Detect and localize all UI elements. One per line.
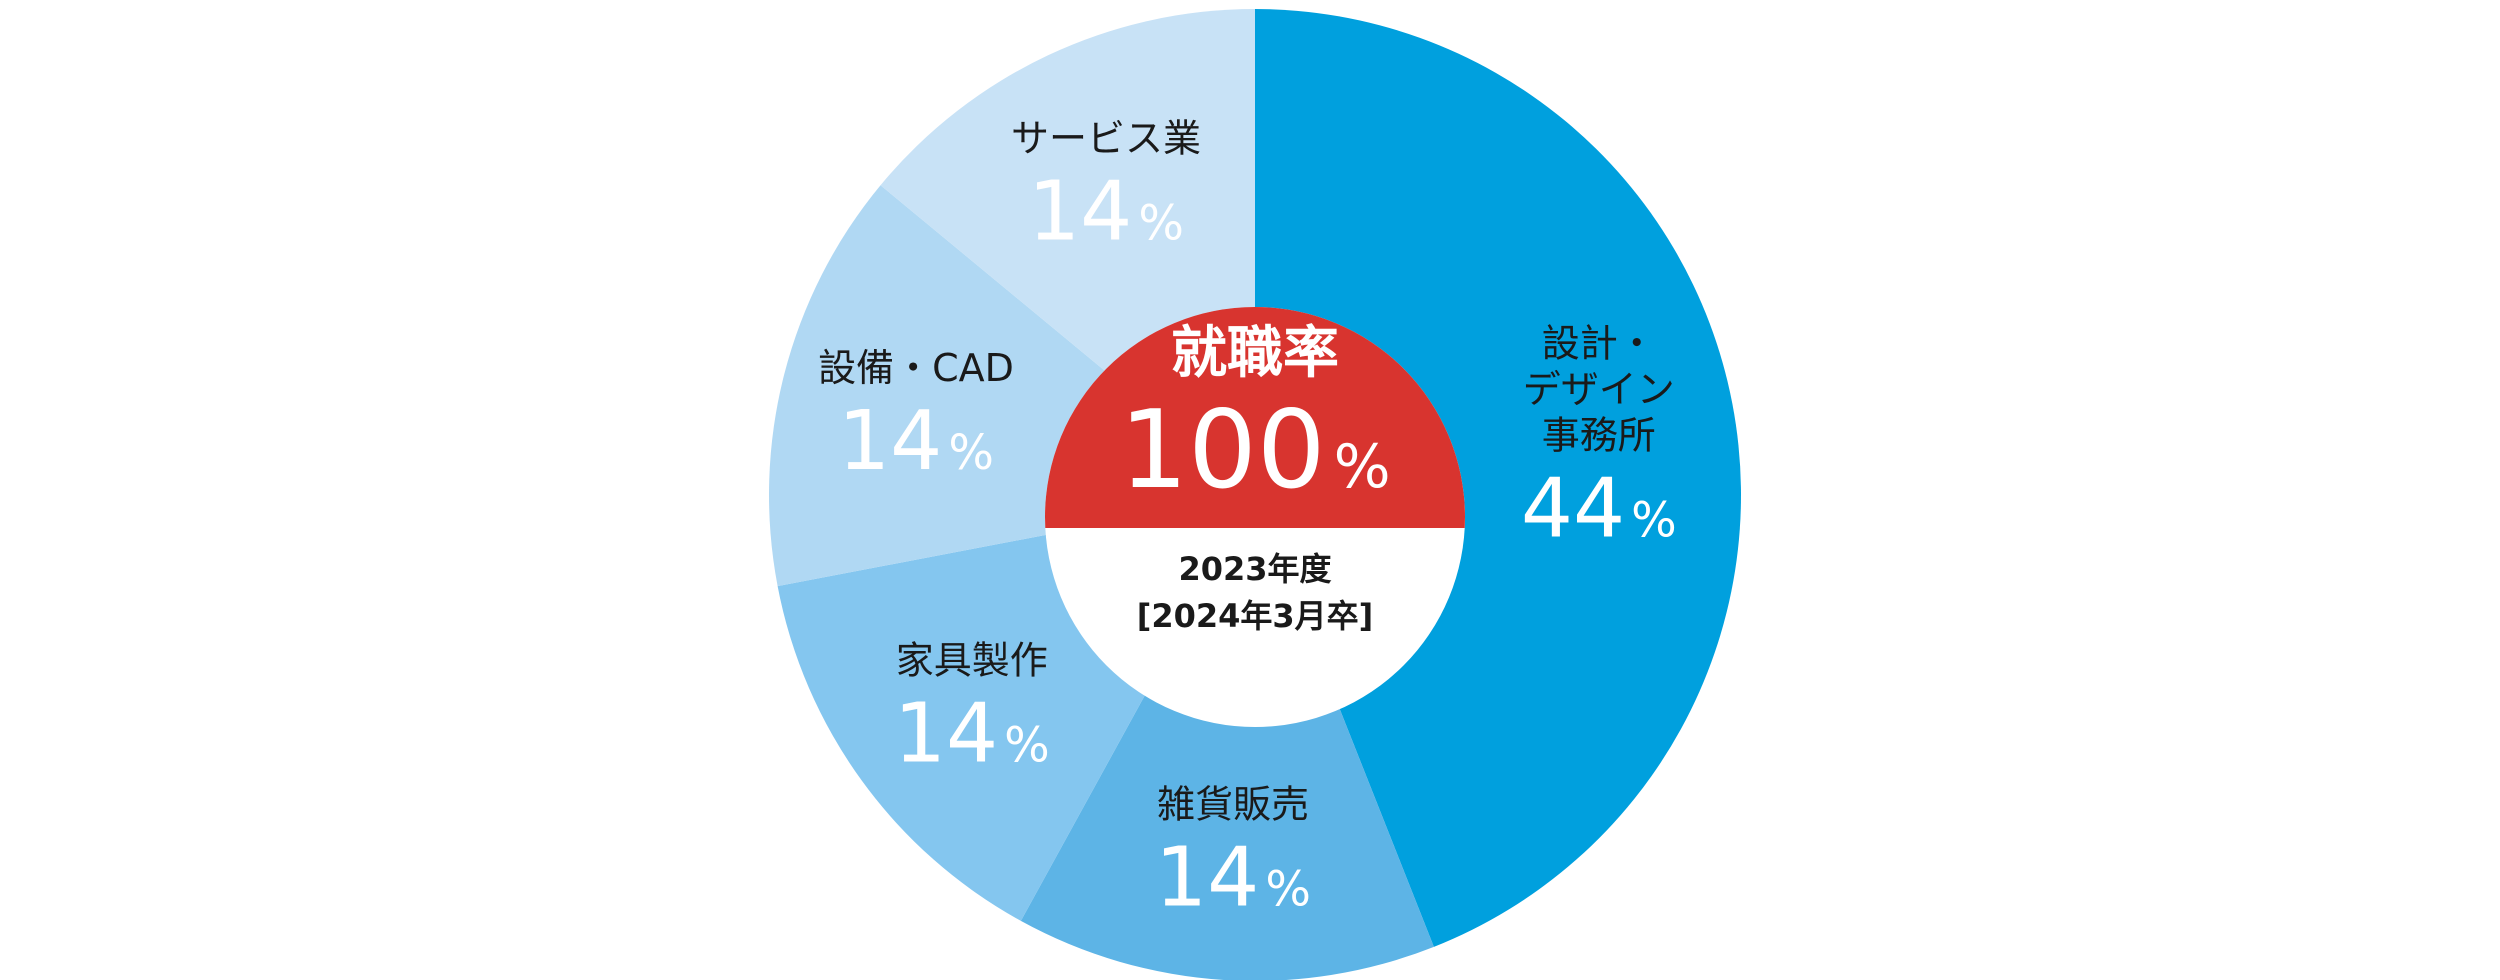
pie-slice-2 — [1020, 495, 1434, 980]
slice-label-3-line-1: 家具製作 — [896, 639, 1048, 683]
center-rate-value: 100 — [1119, 388, 1325, 513]
slice-value-5: 14% — [1028, 164, 1184, 259]
slice-label-4-line-1: 設備・CAD — [818, 346, 1014, 390]
slice-label-2-line-1: 雑貨販売 — [1157, 782, 1309, 826]
slice-value-1: 44% — [1521, 461, 1677, 556]
slice-value-4: 14% — [838, 394, 994, 489]
slice-label-5-line-1: サービス業 — [1011, 116, 1201, 160]
slice-label-1-line-2: デザイン — [1523, 367, 1675, 411]
center-year-line1: 2023年度 — [1178, 550, 1331, 588]
center-title: 就職率 — [1171, 321, 1339, 386]
center-year-line2: [2024年3月卒] — [1137, 597, 1374, 635]
slice-label-1-line-3: 事務所 — [1542, 413, 1656, 457]
pie-slice-1 — [1255, 9, 1741, 947]
slice-value-2: 14% — [1155, 830, 1311, 925]
slice-value-3: 14% — [894, 687, 1050, 782]
center-rate: 100% — [1119, 388, 1390, 513]
slice-label-1-line-1: 設計・ — [1542, 321, 1656, 365]
center-rate-unit: % — [1334, 432, 1391, 502]
